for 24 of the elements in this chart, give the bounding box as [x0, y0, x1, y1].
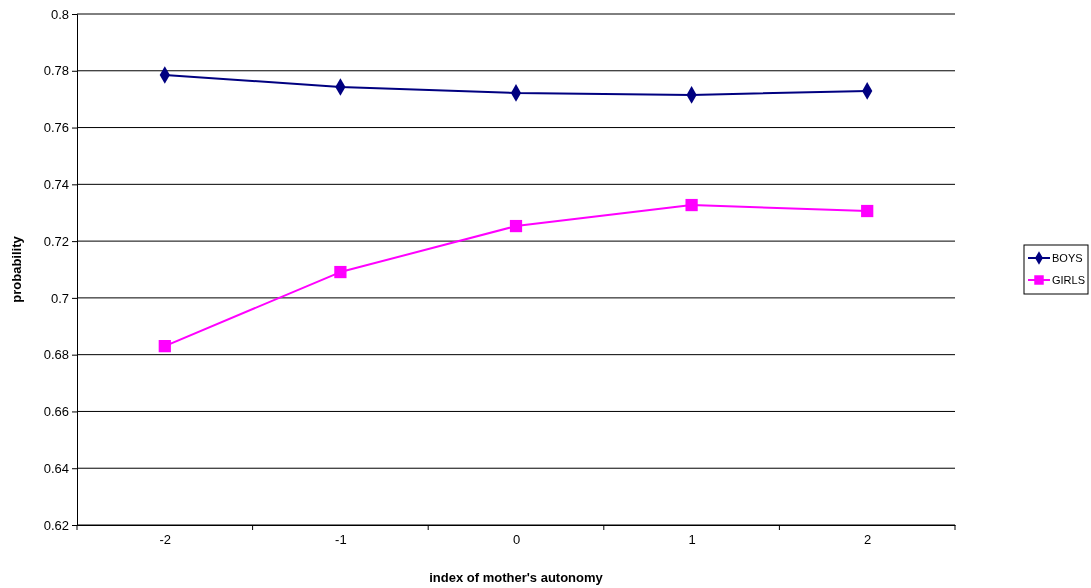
x-tick-label: -2	[159, 532, 172, 548]
legend-label: GIRLS	[1052, 274, 1086, 286]
point	[509, 219, 523, 233]
point	[158, 340, 171, 353]
point	[334, 265, 347, 279]
y-tick-label: 0.72	[43, 233, 69, 249]
legend-label: BOYS	[1052, 252, 1083, 264]
point	[685, 198, 698, 212]
x-axis-title: index of mother's autonomy	[429, 570, 604, 585]
y-tick-label: 0.64	[43, 460, 69, 476]
y-tick-label: 0.62	[43, 517, 69, 533]
y-axis-title: probability	[9, 235, 24, 303]
y-tick-label: 0.74	[43, 176, 69, 192]
y-tick-label: 0.66	[43, 404, 69, 420]
y-tick-label: 0.76	[43, 120, 69, 136]
x-tick-label: 1	[688, 532, 696, 548]
x-tick-label: 0	[512, 532, 521, 548]
y-tick-label: 0.8	[50, 6, 69, 22]
y-tick-label: 0.68	[43, 347, 69, 363]
x-tick-label: -1	[335, 532, 347, 548]
point	[861, 204, 874, 218]
y-tick-label: 0.7	[50, 290, 69, 306]
x-tick-label: 2	[864, 532, 872, 548]
y-tick-label: 0.78	[43, 63, 69, 79]
